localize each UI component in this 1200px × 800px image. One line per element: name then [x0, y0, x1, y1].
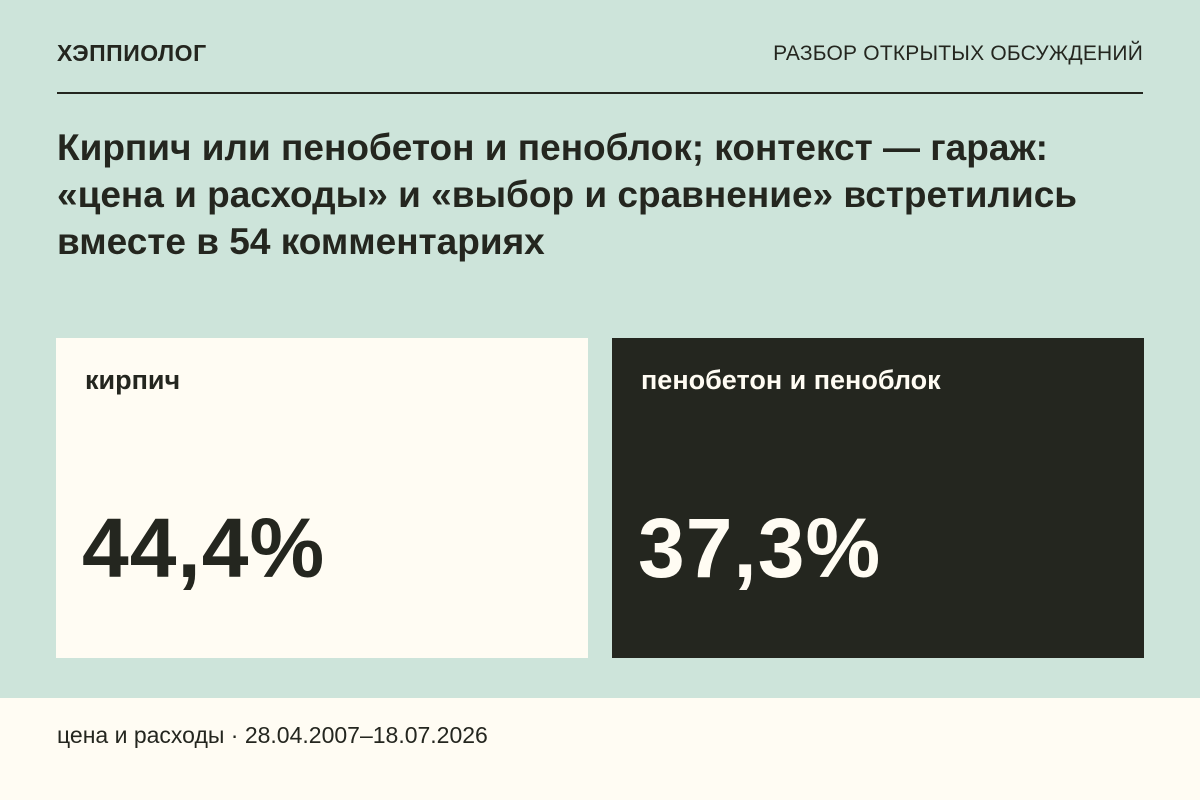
stat-card-value: 37,3% [638, 501, 882, 595]
stat-card-brick: кирпич 44,4% [56, 338, 588, 658]
header: ХЭППИОЛОГ РАЗБОР ОТКРЫТЫХ ОБСУЖДЕНИЙ [57, 34, 1143, 94]
stat-card-foam-concrete: пенобетон и пеноблок 37,3% [612, 338, 1144, 658]
stat-card-label: пенобетон и пеноблок [641, 365, 941, 395]
section-name: РАЗБОР ОТКРЫТЫХ ОБСУЖДЕНИЙ [773, 42, 1143, 65]
footer-caption: цена и расходы · 28.04.2007–18.07.2026 [57, 722, 488, 748]
page-title: Кирпич или пенобетон и пеноблок; контекс… [57, 127, 1078, 262]
brand-name: ХЭППИОЛОГ [57, 40, 207, 66]
stat-card-value: 44,4% [82, 501, 326, 595]
footer: цена и расходы · 28.04.2007–18.07.2026 [0, 698, 1200, 800]
stat-card-label: кирпич [85, 365, 181, 395]
